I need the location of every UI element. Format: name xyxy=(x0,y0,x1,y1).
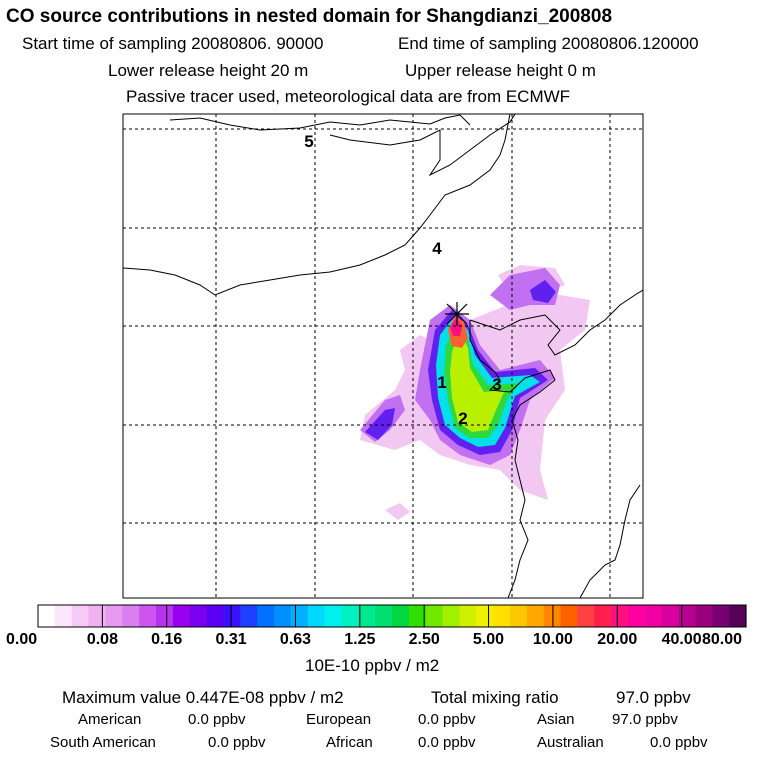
colorbar-cell xyxy=(729,605,747,627)
colorbar-cell xyxy=(408,605,427,627)
colorbar-cell xyxy=(510,605,528,627)
colorbar-cell xyxy=(324,605,343,627)
colorbar-cell xyxy=(38,605,56,627)
concentration-field xyxy=(360,265,590,520)
receptor-marker xyxy=(445,302,469,326)
colorbar-tick-label: 0.31 xyxy=(215,631,247,648)
colorbar-cell xyxy=(442,605,461,627)
region-label-2: 2 xyxy=(458,409,467,428)
colorbar-tick-label: 20.00 xyxy=(597,631,638,648)
source-name: American xyxy=(78,711,142,728)
colorbar-cell xyxy=(206,605,225,627)
source-name: South American xyxy=(50,734,156,751)
source-value: 0.0 ppbv xyxy=(208,734,266,751)
map-title: CO source contributions in nested domain… xyxy=(6,6,613,27)
colorbar-cell xyxy=(560,605,579,627)
total-mixing-ratio-value: 97.0 ppbv xyxy=(616,688,691,707)
colorbar-cell xyxy=(274,605,292,627)
colorbar-cell xyxy=(375,605,393,627)
colorbar-tick-label: 10.00 xyxy=(532,631,573,648)
colorbar-cell xyxy=(644,605,663,627)
colorbar-cells xyxy=(37,604,747,628)
source-value: 0.0 ppbv xyxy=(418,711,476,728)
region-label-1: 1 xyxy=(437,373,446,392)
source-value: 0.0 ppbv xyxy=(650,734,708,751)
colorbar-cell xyxy=(88,605,107,627)
lat-lon-grid xyxy=(123,114,643,598)
colorbar-tick-label: 0.63 xyxy=(279,631,312,648)
colorbar-cell xyxy=(240,605,258,627)
colorbar-cell xyxy=(459,605,477,627)
colorbar-cell xyxy=(122,605,140,627)
tracer-note: Passive tracer used, meteorological data… xyxy=(126,87,571,106)
source-name: Australian xyxy=(537,734,604,751)
colorbar-cell xyxy=(257,605,275,627)
colorbar-cell xyxy=(307,605,326,627)
colorbar-tick-marks xyxy=(37,605,747,627)
colorbar-cell xyxy=(678,605,697,627)
colorbar-cell xyxy=(223,605,241,627)
colorbar-cell xyxy=(71,605,90,627)
colorbar-cell xyxy=(392,605,410,627)
colorbar-tick-label: 40.00 xyxy=(661,631,702,648)
source-name: African xyxy=(326,734,373,751)
colorbar-cell xyxy=(425,605,444,627)
colorbar-tick-label: 0.08 xyxy=(86,631,118,648)
region-label-3: 3 xyxy=(492,375,501,394)
source-name: Asian xyxy=(537,711,575,728)
colorbar-cell xyxy=(139,605,157,627)
colorbar-cell xyxy=(712,605,730,627)
colorbar-cell xyxy=(628,605,646,627)
colorbar-cell xyxy=(358,605,376,627)
coastlines xyxy=(123,114,643,598)
colorbar-tick-label: 5.00 xyxy=(472,631,505,648)
colorbar-cell xyxy=(611,605,629,627)
colorbar-cell xyxy=(290,605,309,627)
upper-release-height: Upper release height 0 m xyxy=(405,61,596,80)
source-value: 97.0 ppbv xyxy=(612,711,678,728)
lower-release-height: Lower release height 20 m xyxy=(108,61,309,80)
colorbar-cell xyxy=(54,605,73,627)
colorbar-cell xyxy=(476,605,494,627)
colorbar-cell xyxy=(526,605,545,627)
colorbar-tick-label: 0.00 xyxy=(6,631,38,648)
colorbar-tick-label: 2.50 xyxy=(408,631,440,648)
region-label-4: 4 xyxy=(432,239,442,258)
colorbar-cell xyxy=(695,605,713,627)
colorbar-cell xyxy=(493,605,511,627)
region-label-5: 5 xyxy=(304,132,313,151)
maximum-value: Maximum value 0.447E-08 ppbv / m2 xyxy=(62,688,344,707)
source-value: 0.0 ppbv xyxy=(418,734,476,751)
colorbar-cell xyxy=(577,605,595,627)
sampling-end: End time of sampling 20080806.120000 xyxy=(398,34,699,53)
colorbar-cell xyxy=(189,605,208,627)
total-mixing-ratio-label: Total mixing ratio xyxy=(431,688,559,707)
colorbar-cell xyxy=(594,605,612,627)
map-frame xyxy=(122,113,644,599)
source-name: European xyxy=(306,711,372,728)
colorbar-cell xyxy=(156,605,174,627)
colorbar-tick-label: 1.25 xyxy=(344,631,376,648)
colorbar-cell xyxy=(105,605,123,627)
colorbar-cell xyxy=(172,605,191,627)
colorbar-unit: 10E-10 ppbv / m2 xyxy=(305,656,440,675)
colorbar-cell xyxy=(341,605,359,627)
colorbar-tick-label: 0.16 xyxy=(151,631,183,648)
sampling-start: Start time of sampling 20080806. 90000 xyxy=(22,34,324,53)
colorbar-cell xyxy=(661,605,680,627)
source-value: 0.0 ppbv xyxy=(188,711,246,728)
colorbar-tick-label: 80.00 xyxy=(702,631,743,648)
